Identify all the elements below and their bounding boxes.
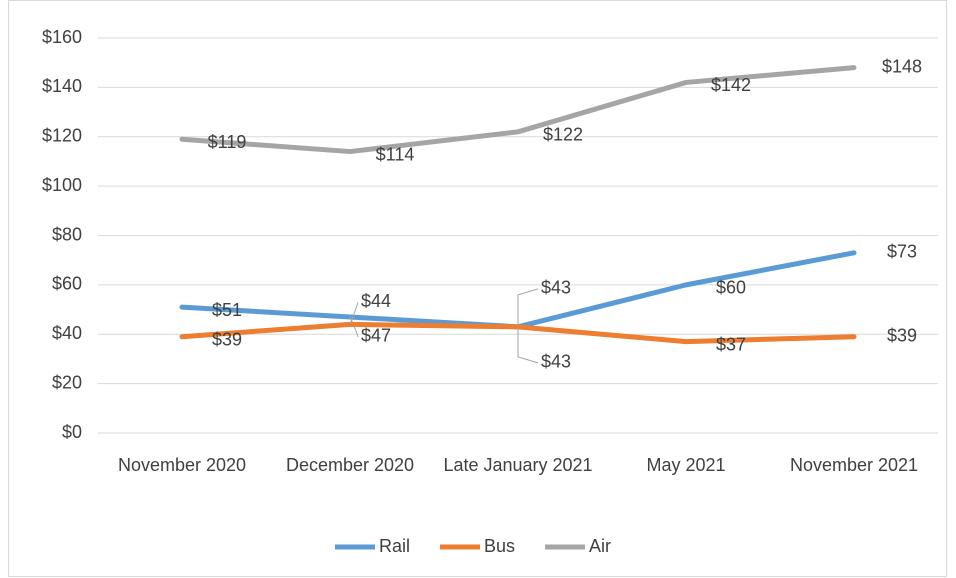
data-label: $142 [711, 75, 751, 95]
y-tick-label: $0 [62, 422, 82, 442]
leader-line [517, 288, 539, 327]
y-tick-label: $40 [52, 323, 82, 343]
y-tick-label: $100 [42, 175, 82, 195]
y-tick-label: $80 [52, 224, 82, 244]
data-label: $39 [212, 329, 242, 349]
legend-label: Rail [379, 536, 410, 556]
x-tick-label: November 2021 [790, 455, 918, 475]
data-label: $51 [212, 300, 242, 320]
chart-border [8, 0, 947, 577]
leader-line [349, 302, 359, 325]
leader-line [517, 326, 539, 364]
y-tick-label: $60 [52, 274, 82, 294]
y-tick-label: $140 [42, 76, 82, 96]
x-tick-label: December 2020 [286, 455, 414, 475]
data-label: $60 [716, 278, 746, 298]
data-label: $47 [361, 326, 391, 346]
data-label: $43 [541, 278, 571, 298]
data-label: $119 [208, 132, 247, 152]
legend-label: Bus [484, 536, 515, 556]
leader-line [349, 316, 359, 338]
x-tick-label: November 2020 [118, 455, 246, 475]
x-tick-label: May 2021 [646, 455, 725, 475]
y-tick-label: $120 [42, 126, 82, 146]
legend-label: Air [589, 536, 611, 556]
data-label: $148 [882, 56, 922, 76]
data-label: $43 [541, 352, 571, 372]
data-label: $44 [361, 291, 391, 311]
series-line [179, 65, 857, 155]
data-label: $37 [716, 334, 746, 354]
data-label: $122 [543, 125, 583, 145]
data-label: $114 [376, 144, 415, 164]
y-tick-label: $160 [42, 27, 82, 47]
data-label: $39 [887, 325, 917, 345]
data-label: $73 [887, 242, 917, 262]
x-tick-label: Late January 2021 [443, 455, 592, 475]
y-tick-label: $20 [52, 372, 82, 392]
